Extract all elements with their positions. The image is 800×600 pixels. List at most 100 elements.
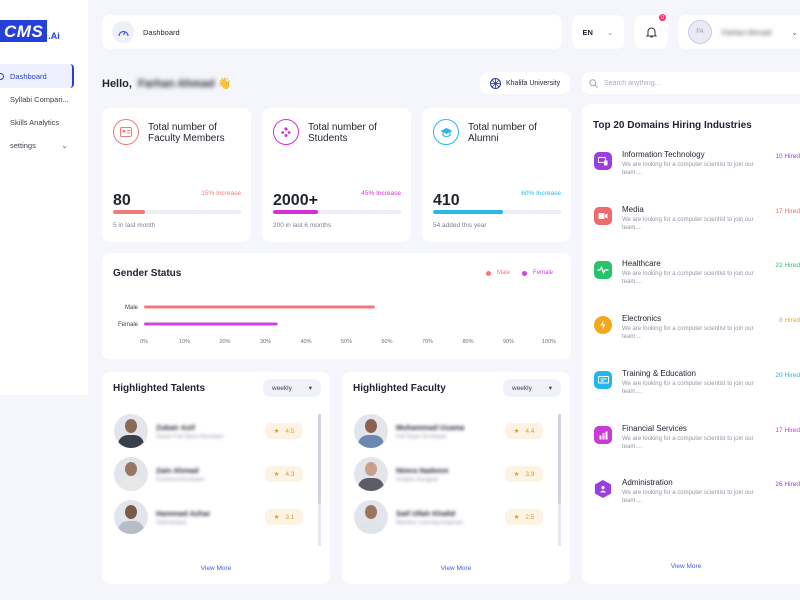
scrollbar[interactable] bbox=[318, 414, 321, 546]
person-role: Senior Full Stack Developer bbox=[156, 433, 225, 440]
sidebar-item-label: Syllabi Compari... bbox=[10, 94, 69, 104]
domain-item-information-technology[interactable]: Information Technology We are looking fo… bbox=[594, 150, 800, 190]
domain-name: Media bbox=[622, 205, 644, 214]
list-item[interactable]: Saif Ullah Khalid Machine Learning Engine… bbox=[354, 500, 549, 534]
sidebar-footer bbox=[0, 395, 88, 600]
chevron-down-icon: ⌄ bbox=[61, 140, 68, 150]
domain-item-administration[interactable]: Administration We are looking for a comp… bbox=[594, 478, 800, 518]
star-icon: ★ bbox=[513, 514, 520, 521]
rating-badge: ★ 4.3 bbox=[265, 466, 303, 482]
domain-description: We are looking for a computer scientist … bbox=[622, 162, 754, 176]
legend-swatch bbox=[521, 270, 527, 276]
stat-title: Total number of Faculty Members bbox=[148, 122, 225, 144]
avatar: FA bbox=[688, 20, 712, 44]
rating-badge: ★ 2.5 bbox=[505, 509, 543, 525]
domain-item-electronics[interactable]: Electronics We are looking for a compute… bbox=[594, 314, 800, 354]
list-item[interactable]: Hammad Azhar SQA analyst ★ 3.1 bbox=[114, 500, 309, 534]
x-tick-label: 90% bbox=[503, 339, 514, 345]
sidebar-item-skills-analytics[interactable]: Skills Analytics bbox=[0, 110, 74, 134]
cms-logo[interactable]: CMS .Ai bbox=[0, 16, 60, 42]
domain-name: Healthcare bbox=[622, 259, 661, 268]
domain-item-training-education[interactable]: Training & Education We are looking for … bbox=[594, 369, 800, 409]
bar-female[interactable] bbox=[144, 322, 278, 326]
list-item[interactable]: Zain Ahmad Frontend Developer ★ 4.3 bbox=[114, 457, 309, 491]
star-icon: ★ bbox=[513, 471, 520, 478]
search-input[interactable] bbox=[604, 79, 784, 87]
view-more-link[interactable]: View More bbox=[440, 565, 472, 572]
domain-item-healthcare[interactable]: Healthcare We are looking for a computer… bbox=[594, 259, 800, 299]
star-icon: ★ bbox=[513, 428, 520, 435]
language-select[interactable]: EN ⌄ bbox=[572, 15, 624, 49]
training-board-icon bbox=[594, 371, 612, 389]
x-tick-label: 40% bbox=[300, 339, 311, 345]
sidebar-item-syllabi-comparison[interactable]: Syllabi Compari... bbox=[0, 87, 74, 111]
person-role: Full Stack Developer bbox=[396, 433, 447, 440]
scrollbar-thumb[interactable] bbox=[318, 414, 321, 504]
period-filter-select[interactable]: weekly ▾ bbox=[503, 379, 561, 397]
period-filter-select[interactable]: weekly ▾ bbox=[263, 379, 321, 397]
highlighted-faculty-card: Highlighted Faculty weekly ▾ Muhammad Us… bbox=[342, 372, 570, 584]
hired-count: 26 Hired bbox=[775, 481, 800, 488]
avatar bbox=[114, 500, 148, 534]
star-icon: ★ bbox=[273, 514, 280, 521]
person-role: SQA analyst bbox=[156, 519, 187, 526]
rating-value: 3.9 bbox=[525, 470, 535, 478]
view-more-link[interactable]: View More bbox=[670, 563, 702, 570]
hiring-domains-card: Top 20 Domains Hiring Industries Informa… bbox=[582, 104, 800, 584]
person-name: Hammad Azhar bbox=[156, 508, 211, 518]
domain-item-financial-services[interactable]: Financial Services We are looking for a … bbox=[594, 424, 800, 464]
rating-value: 4.3 bbox=[285, 470, 295, 478]
caret-down-icon: ▾ bbox=[548, 385, 552, 392]
chevron-down-icon: ⌄ bbox=[791, 27, 798, 37]
list-item[interactable]: Zubair Asif Senior Full Stack Developer ★… bbox=[114, 414, 309, 448]
rating-value: 4.5 bbox=[285, 427, 295, 435]
stat-progress-fill bbox=[113, 210, 145, 214]
scrollbar[interactable] bbox=[558, 414, 561, 546]
avatar bbox=[354, 414, 388, 448]
chart-title: Gender Status bbox=[113, 268, 182, 279]
domain-name: Administration bbox=[622, 478, 673, 487]
filter-value: weekly bbox=[272, 384, 292, 392]
domain-item-media[interactable]: Media We are looking for a computer scie… bbox=[594, 205, 800, 245]
sidebar-item-dashboard[interactable]: Dashboard bbox=[0, 64, 74, 88]
bar-male[interactable] bbox=[144, 305, 375, 309]
rating-badge: ★ 4.5 bbox=[265, 423, 303, 439]
university-name: Khalifa University bbox=[506, 79, 561, 87]
greeting-name: Farhan Ahmad bbox=[138, 78, 215, 90]
rating-value: 3.1 bbox=[285, 513, 295, 521]
domain-name: Financial Services bbox=[622, 424, 687, 433]
stat-value: 80 bbox=[113, 192, 131, 209]
stat-increase: 15% Increase bbox=[201, 190, 241, 197]
scrollbar-thumb[interactable] bbox=[558, 414, 561, 504]
list-item[interactable]: Muhammad Usama Full Stack Developer ★ 4.4 bbox=[354, 414, 549, 448]
user-menu[interactable]: FA Farhan Ahmad ⌄ bbox=[678, 15, 800, 49]
logo-main: CMS bbox=[0, 20, 48, 42]
dashboard-gauge-icon[interactable] bbox=[112, 21, 134, 43]
highlighted-talents-card: Highlighted Talents weekly ▾ Zubair Asif… bbox=[102, 372, 330, 584]
stat-progress-fill bbox=[273, 210, 318, 214]
stat-title: Total number of Students bbox=[308, 122, 377, 144]
list-item[interactable]: Nimra Nadeem Graphic Designer ★ 3.9 bbox=[354, 457, 549, 491]
view-more-link[interactable]: View More bbox=[200, 565, 232, 572]
search-bar[interactable] bbox=[582, 72, 800, 94]
admin-hexagon-icon bbox=[594, 480, 612, 498]
domain-description: We are looking for a computer scientist … bbox=[622, 326, 754, 340]
star-icon: ★ bbox=[273, 428, 280, 435]
search-icon bbox=[589, 78, 598, 88]
legend-label: Female bbox=[532, 270, 553, 276]
stat-progress-track bbox=[433, 210, 561, 214]
sidebar-item-label: settings bbox=[10, 140, 36, 150]
students-group-icon bbox=[273, 119, 299, 145]
university-logo-icon bbox=[490, 77, 501, 89]
sidebar-item-settings[interactable]: settings ⌄ bbox=[0, 133, 74, 157]
rating-value: 2.5 bbox=[525, 513, 535, 521]
notification-badge: 0 bbox=[658, 13, 667, 22]
sidebar-item-label: Skills Analytics bbox=[10, 117, 60, 127]
notifications-button[interactable]: 0 bbox=[634, 13, 668, 49]
stat-subtext: 54 added this year bbox=[433, 222, 487, 229]
panel-title: Highlighted Talents bbox=[113, 383, 206, 394]
university-selector[interactable]: Khalifa University bbox=[480, 72, 570, 94]
stat-increase: 45% Increase bbox=[361, 190, 401, 197]
heartbeat-icon bbox=[594, 261, 612, 279]
domain-name: Training & Education bbox=[622, 369, 696, 378]
